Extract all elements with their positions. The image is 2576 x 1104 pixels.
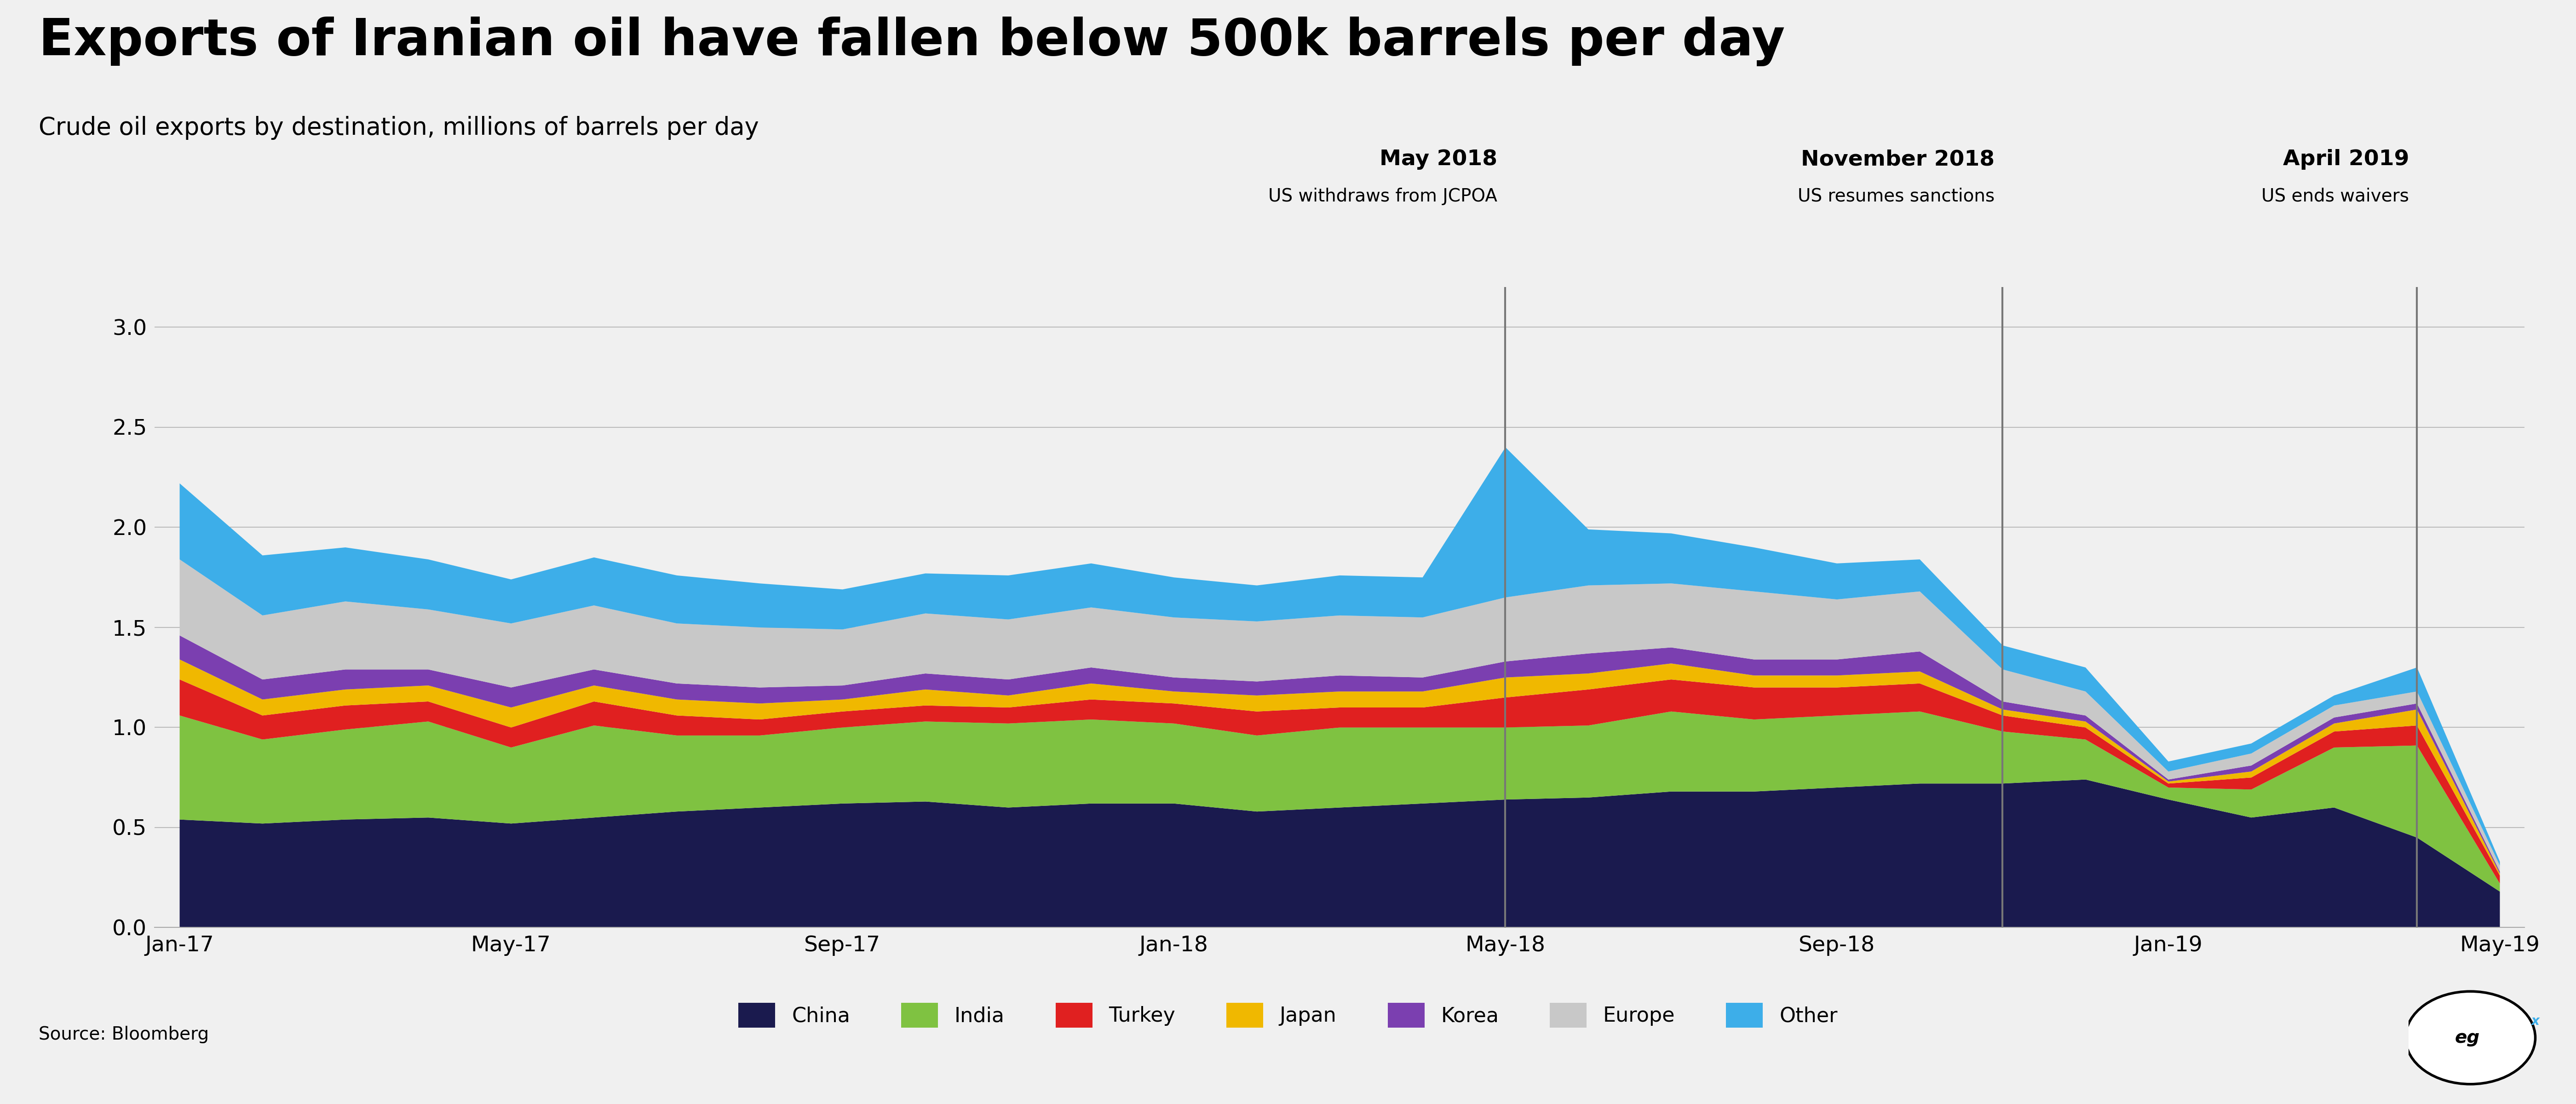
Circle shape [2406,991,2535,1084]
Text: x: x [2532,1015,2540,1028]
Legend: China, India, Turkey, Japan, Korea, Europe, Other: China, India, Turkey, Japan, Korea, Euro… [739,1002,1837,1028]
Text: November 2018: November 2018 [1801,149,1994,170]
Text: US resumes sanctions: US resumes sanctions [1798,188,1994,205]
Text: Crude oil exports by destination, millions of barrels per day: Crude oil exports by destination, millio… [39,116,760,140]
Text: April 2019: April 2019 [2282,149,2409,170]
Text: Source: Bloomberg: Source: Bloomberg [39,1026,209,1043]
Text: US ends waivers: US ends waivers [2262,188,2409,205]
Text: US withdraws from JCPOA: US withdraws from JCPOA [1267,188,1497,205]
Text: eg: eg [2455,1029,2481,1047]
Text: Exports of Iranian oil have fallen below 500k barrels per day: Exports of Iranian oil have fallen below… [39,17,1785,66]
Text: May 2018: May 2018 [1381,149,1497,170]
